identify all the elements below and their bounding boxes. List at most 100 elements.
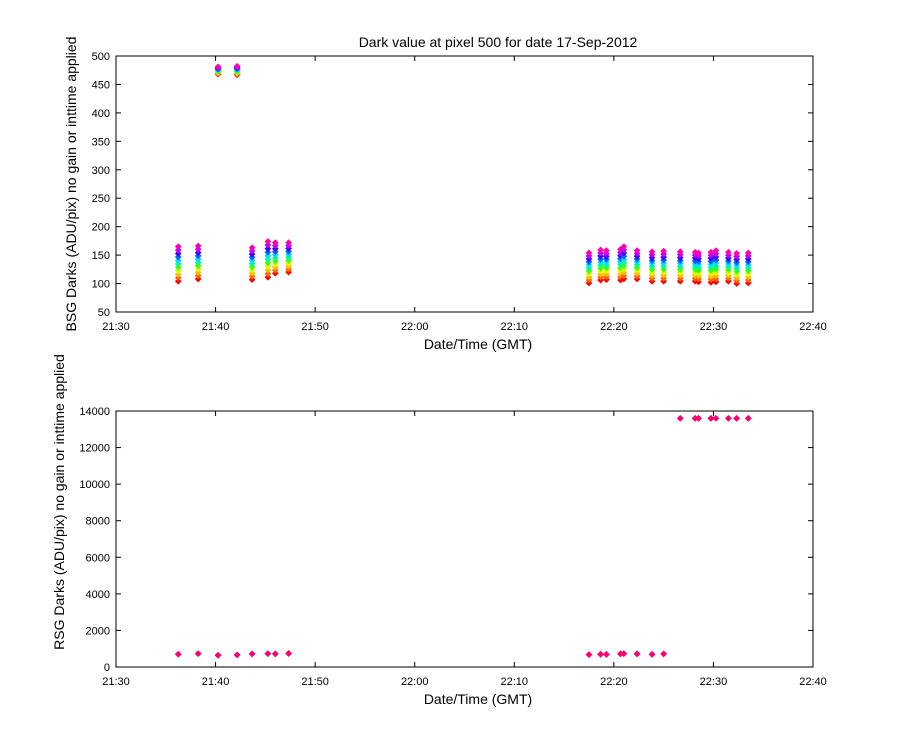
data-point [695, 249, 702, 257]
data-point [174, 257, 182, 264]
data-point [233, 651, 241, 659]
data-point [264, 256, 272, 263]
data-point [194, 650, 202, 658]
data-point [264, 650, 272, 658]
data-point [233, 62, 241, 70]
data-point [660, 650, 668, 658]
data-point [585, 651, 593, 658]
y-tick-label: 300 [92, 165, 110, 177]
y-tick-label: 200 [92, 222, 110, 234]
data-point [271, 650, 279, 658]
data-point [733, 250, 741, 257]
data-point [744, 249, 752, 257]
y-tick-label: 8000 [86, 516, 110, 528]
data-point [603, 247, 610, 254]
data-point [174, 260, 182, 268]
data-point [724, 248, 732, 256]
data-points [174, 62, 752, 287]
x-tick-label: 21:50 [301, 676, 329, 688]
x-tick-label: 22:30 [700, 676, 728, 688]
x-tick-label: 21:50 [301, 321, 329, 333]
x-tick-label: 22:40 [799, 676, 827, 688]
data-point [174, 250, 182, 257]
data-point [620, 243, 628, 250]
data-point [264, 266, 272, 274]
data-point [264, 270, 272, 278]
data-point [676, 414, 684, 422]
data-point [174, 264, 182, 271]
data-point [712, 247, 720, 254]
data-point [633, 247, 641, 254]
data-point [264, 263, 272, 270]
data-point [597, 650, 604, 658]
data-point [264, 252, 272, 260]
data-point [707, 248, 715, 256]
bsg-darks-chart: Dark value at pixel 500 for date 17-Sep-… [63, 34, 827, 352]
data-point [248, 650, 256, 658]
plot-area-frame [115, 410, 814, 668]
data-point [174, 274, 182, 282]
data-point [285, 239, 292, 246]
y-tick-label: 250 [92, 193, 110, 205]
y-tick-label: 14000 [79, 406, 110, 418]
y-tick-label: 6000 [86, 552, 110, 564]
data-point [707, 414, 715, 422]
data-points [174, 414, 752, 659]
data-point [174, 267, 182, 275]
x-tick-label: 22:10 [501, 321, 529, 333]
data-point [660, 247, 668, 255]
x-axis-label: Date/Time (GMT) [424, 691, 532, 707]
data-point [174, 243, 182, 250]
x-tick-label: 22:10 [501, 676, 529, 688]
y-tick-label: 50 [98, 307, 110, 319]
data-point [285, 650, 292, 657]
data-point [264, 241, 272, 249]
x-tick-label: 21:40 [202, 321, 230, 333]
data-point [264, 245, 272, 252]
data-point [174, 650, 182, 658]
axis-ticks: 21:30 21:40 21:50 22:00 22:10 22:20 22:30 22:40… [92, 51, 827, 333]
x-tick-label: 21:30 [102, 321, 130, 333]
data-point [724, 414, 732, 422]
axis-ticks: 21:30 21:40 21:50 22:00 22:10 22:20 22:30 22:40… [79, 406, 826, 688]
y-axis-label: BSG Darks (ADU/pix) no gain or inttime a… [63, 37, 79, 332]
data-point [264, 259, 272, 267]
data-point [744, 414, 752, 422]
data-point [648, 651, 656, 658]
data-point [264, 248, 272, 256]
data-point [597, 246, 604, 254]
y-tick-label: 12000 [79, 443, 110, 455]
x-tick-label: 22:20 [600, 676, 628, 688]
data-point [194, 242, 202, 250]
y-tick-label: 100 [92, 279, 110, 291]
data-point [174, 253, 182, 261]
y-tick-label: 4000 [86, 589, 110, 601]
data-point [271, 239, 279, 246]
y-tick-label: 0 [104, 662, 110, 674]
data-point [733, 414, 741, 422]
y-axis-label: RSG Darks (ADU/pix) no gain or inttime a… [51, 354, 67, 650]
data-point [712, 414, 720, 422]
rsg-darks-chart: Date/Time (GMT) RSG Darks (ADU/pix) no g… [51, 354, 827, 707]
data-point [648, 248, 656, 256]
chart-title: Dark value at pixel 500 for date 17-Sep-… [359, 34, 638, 50]
x-tick-label: 22:20 [600, 321, 628, 333]
data-point [695, 414, 702, 422]
x-tick-label: 22:00 [401, 676, 429, 688]
data-point [174, 246, 182, 254]
y-tick-label: 450 [92, 79, 110, 91]
y-tick-label: 500 [92, 51, 110, 63]
y-tick-label: 2000 [86, 625, 110, 637]
data-point [264, 238, 272, 245]
data-point [620, 650, 628, 658]
x-tick-label: 22:40 [799, 321, 827, 333]
data-point [174, 277, 182, 285]
x-tick-label: 21:30 [102, 676, 130, 688]
x-axis-label: Date/Time (GMT) [424, 336, 532, 352]
y-tick-label: 150 [92, 250, 110, 262]
x-tick-label: 22:30 [700, 321, 728, 333]
data-point [248, 244, 256, 252]
data-point [603, 651, 610, 658]
data-point [214, 63, 222, 71]
